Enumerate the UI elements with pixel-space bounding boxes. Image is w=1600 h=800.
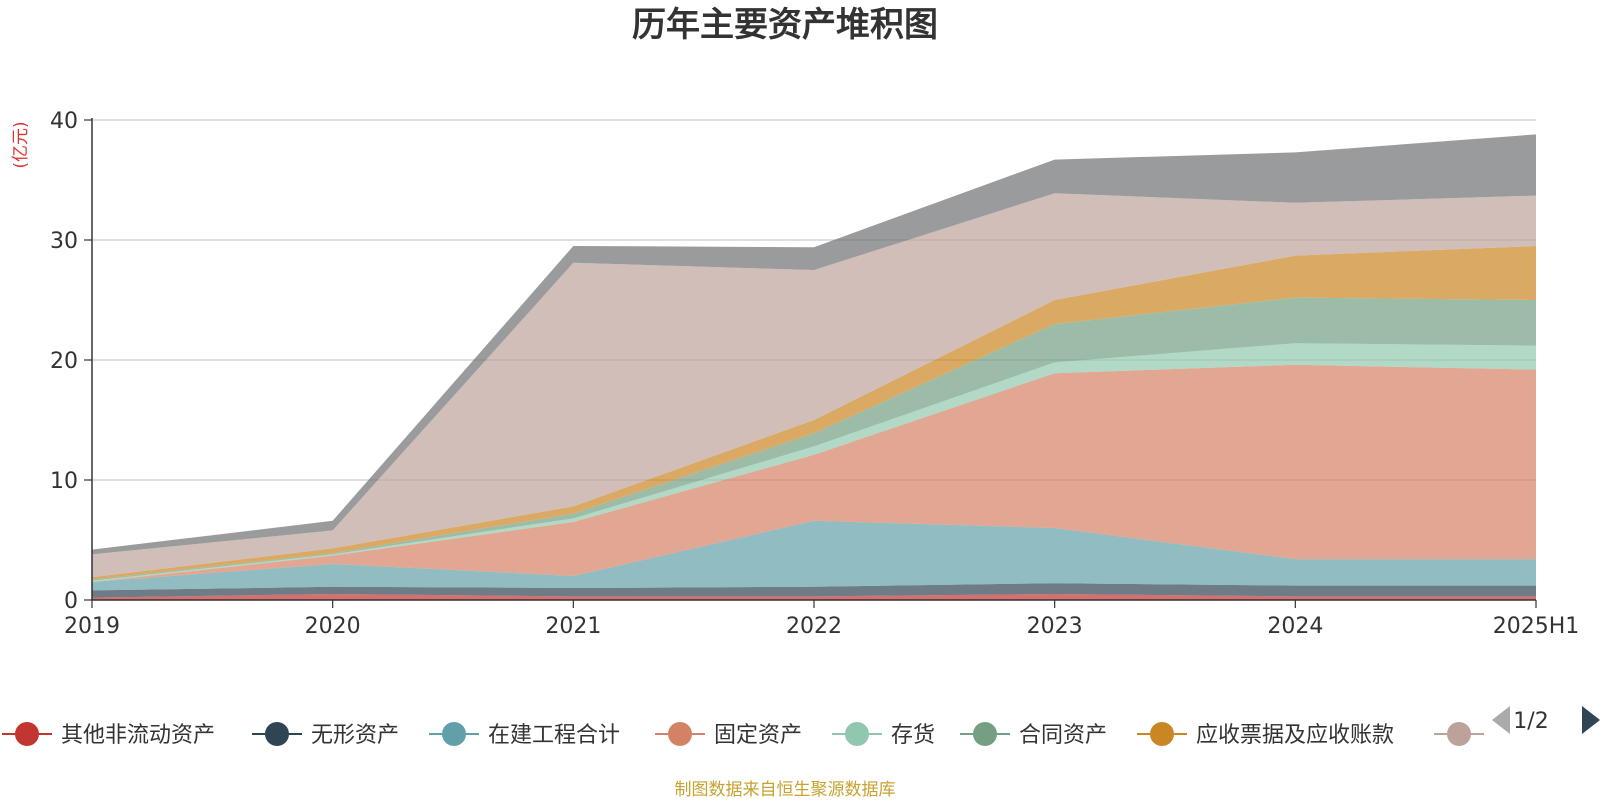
- area-series-2: [92, 520, 1536, 591]
- legend-circle-marker: [1447, 722, 1471, 746]
- legend-page-indicator: 1/2: [1513, 709, 1548, 734]
- legend-item[interactable]: 其他非流动资产: [2, 722, 215, 748]
- legend-item[interactable]: [1434, 722, 1484, 746]
- legend-circle-marker: [265, 722, 289, 746]
- area-series-7: [92, 193, 1536, 578]
- legend-circle-marker: [668, 722, 692, 746]
- x-tick-label: 2022: [786, 614, 842, 639]
- x-tick-label: 2020: [305, 614, 361, 639]
- y-axis-unit: (亿元): [11, 121, 31, 168]
- legend-circle-marker: [1150, 722, 1174, 746]
- area-series-1: [92, 583, 1536, 598]
- legend-circle-marker: [442, 722, 466, 746]
- y-tick-label: 30: [50, 229, 78, 254]
- y-tick-label: 10: [50, 469, 78, 494]
- legend-item[interactable]: 存货: [832, 722, 935, 748]
- x-tick-label: 2021: [545, 614, 601, 639]
- legend-label: 无形资产: [311, 723, 399, 748]
- legend-circle-marker: [15, 722, 39, 746]
- legend-circle-marker: [845, 722, 869, 746]
- area-series-3: [92, 364, 1536, 582]
- legend-label: 存货: [891, 723, 935, 748]
- axes: 0 10 20 30 40 2019 2020 2021 2022 2023 2024 2025H1: [50, 109, 1579, 639]
- chart-title: 历年主要资产堆积图: [632, 5, 938, 45]
- area-series-5: [92, 297, 1536, 581]
- legend-pager: 1/2: [1492, 706, 1600, 734]
- legend-item[interactable]: 合同资产: [960, 722, 1107, 748]
- legend-circle-marker: [973, 722, 997, 746]
- legend-item[interactable]: 固定资产: [655, 722, 802, 748]
- legend-label: 合同资产: [1019, 723, 1107, 748]
- triangle-right-icon[interactable]: [1582, 706, 1600, 734]
- legend-label: 应收票据及应收账款: [1196, 723, 1394, 748]
- legend-label: 其他非流动资产: [61, 723, 215, 748]
- legend: 其他非流动资产 无形资产 在建工程合计 固定资产 存货 合同资产 应收票据及应收账款: [2, 722, 1484, 748]
- legend-label: 在建工程合计: [488, 723, 620, 748]
- x-tick-label: 2024: [1267, 614, 1323, 639]
- legend-label: 固定资产: [714, 723, 802, 748]
- area-series: [92, 134, 1536, 600]
- y-tick-label: 0: [64, 589, 78, 614]
- legend-item[interactable]: 应收票据及应收账款: [1137, 722, 1394, 748]
- x-tick-label: 2023: [1027, 614, 1083, 639]
- y-tick-label: 40: [50, 109, 78, 134]
- legend-item[interactable]: 无形资产: [252, 722, 399, 748]
- x-tick-label: 2025H1: [1493, 614, 1580, 639]
- source-note: 制图数据来自恒生聚源数据库: [675, 780, 896, 800]
- area-series-6: [92, 246, 1536, 580]
- area-series-8: [92, 134, 1536, 555]
- triangle-left-icon[interactable]: [1492, 706, 1510, 734]
- y-tick-label: 20: [50, 349, 78, 374]
- x-tick-label: 2019: [64, 614, 120, 639]
- area-series-0: [92, 594, 1536, 600]
- legend-item[interactable]: 在建工程合计: [429, 722, 620, 748]
